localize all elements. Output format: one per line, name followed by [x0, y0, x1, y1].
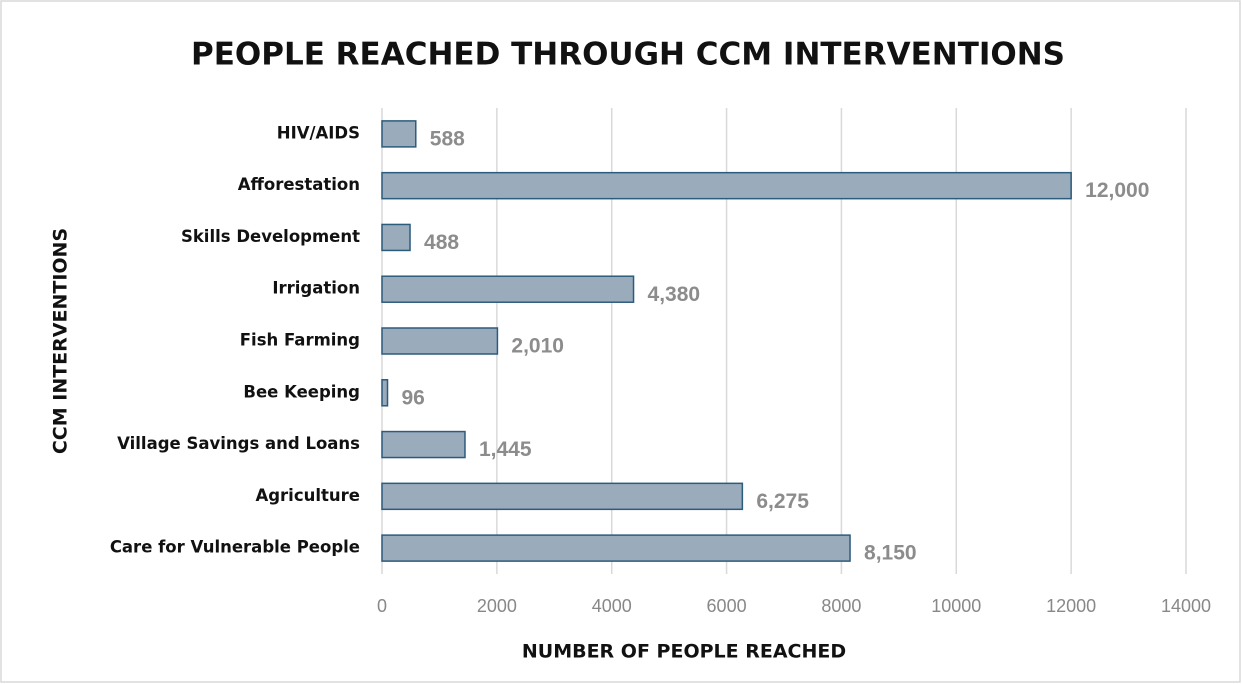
value-label: 588 — [430, 127, 465, 150]
value-label: 488 — [424, 231, 459, 254]
y-tick-label: Afforestation — [238, 175, 360, 194]
value-label: 1,445 — [479, 438, 532, 461]
y-tick-label: Care for Vulnerable People — [110, 538, 360, 557]
x-tick-label: 14000 — [1161, 596, 1211, 616]
bar — [381, 534, 851, 562]
value-label: 8,150 — [864, 542, 917, 565]
x-tick-label: 0 — [377, 596, 387, 616]
value-label: 96 — [402, 386, 425, 409]
bar — [381, 379, 389, 407]
y-tick-label: HIV/AIDS — [277, 123, 360, 142]
bar — [381, 327, 499, 355]
bar — [381, 482, 744, 511]
y-tick-label: Agriculture — [255, 486, 360, 505]
y-tick-label: Skills Development — [181, 227, 360, 246]
x-tick-label: 12000 — [1046, 596, 1096, 616]
bar — [381, 171, 1072, 200]
bar — [381, 223, 411, 252]
bar — [381, 120, 417, 148]
x-tick-label: 6000 — [707, 596, 747, 616]
chart-title: PEOPLE REACHED THROUGH CCM INTERVENTIONS — [191, 37, 1065, 73]
y-tick-label: Fish Farming — [240, 331, 360, 350]
value-label: 2,010 — [511, 335, 564, 358]
bar — [381, 430, 466, 459]
value-label: 4,380 — [648, 283, 701, 306]
y-axis-label: CCM INTERVENTIONS — [50, 228, 72, 454]
x-tick-label: 2000 — [477, 596, 517, 616]
x-tick-label: 4000 — [592, 596, 632, 616]
y-tick-label: Village Savings and Loans — [117, 434, 360, 453]
x-tick-label: 8000 — [821, 596, 861, 616]
value-label: 6,275 — [756, 490, 809, 513]
x-axis-label: NUMBER OF PEOPLE REACHED — [522, 641, 846, 663]
x-tick-label: 10000 — [931, 596, 981, 616]
value-label: 12,000 — [1085, 179, 1149, 202]
y-tick-label: Irrigation — [272, 279, 360, 298]
bar — [381, 275, 635, 303]
y-tick-label: Bee Keeping — [243, 382, 360, 401]
